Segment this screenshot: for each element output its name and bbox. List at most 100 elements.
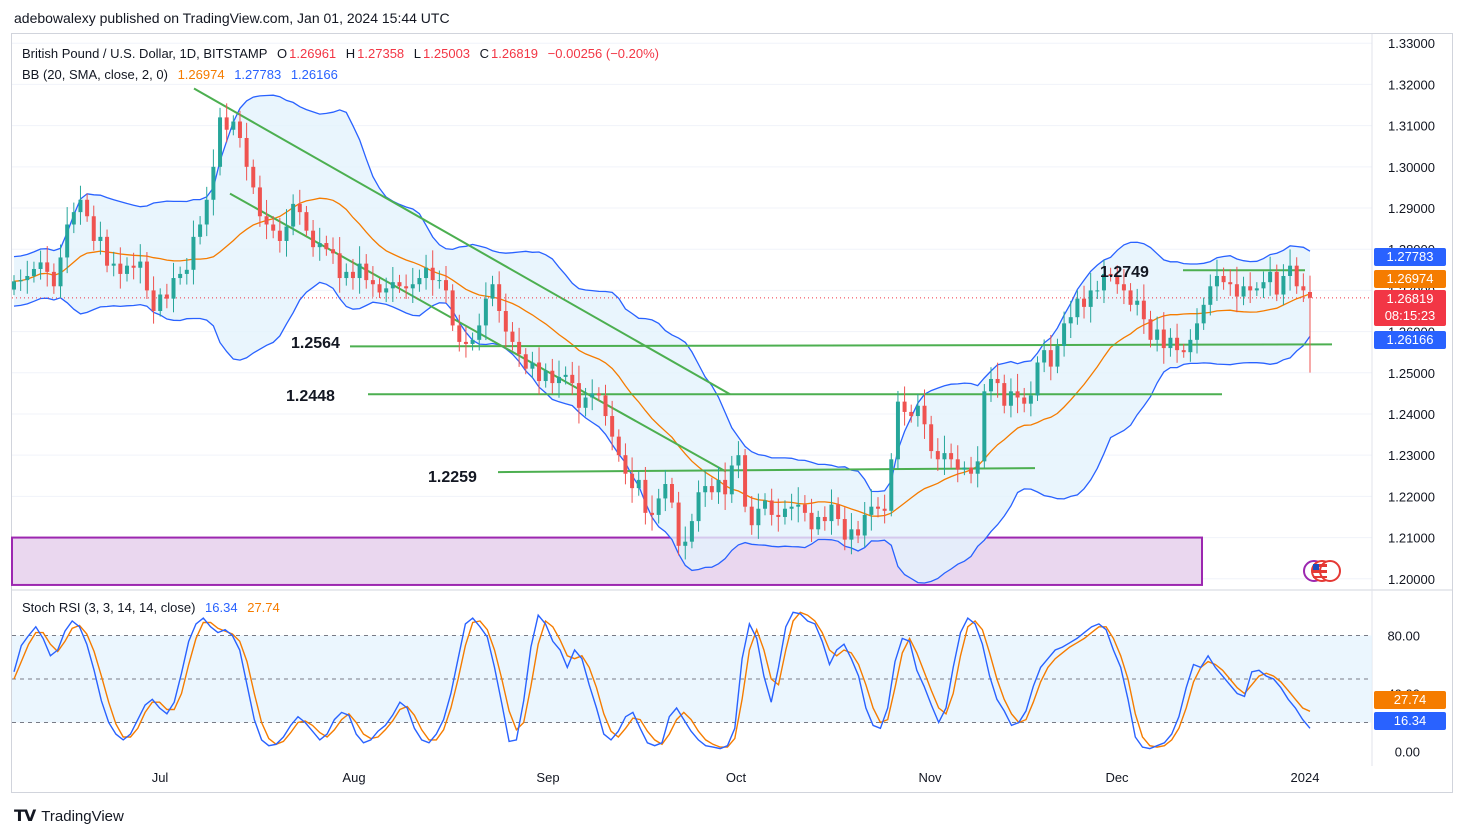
demand-zone: [11, 536, 1203, 586]
candle-body: [424, 267, 429, 279]
candle-body: [1115, 275, 1120, 285]
candle-body: [78, 199, 83, 213]
price-tick-label: 1.20000: [1388, 572, 1435, 587]
candle-body: [822, 516, 827, 522]
candle-body: [71, 212, 76, 225]
candle-body: [1201, 304, 1206, 324]
candle-body: [1308, 292, 1312, 298]
candle-body: [370, 280, 375, 285]
candle-body: [650, 512, 655, 515]
candle-body: [1175, 337, 1180, 351]
candle-body: [842, 519, 847, 540]
bb-upper-line: [13, 94, 1311, 493]
time-axis[interactable]: Jul Aug Sep Oct Nov Dec 2024: [152, 770, 1320, 785]
candle-body: [364, 263, 369, 281]
bb-legend[interactable]: BB (20, SMA, close, 2, 0) 1.26974 1.2778…: [22, 67, 344, 82]
candle-body: [1148, 319, 1153, 340]
time-tick-label: 2024: [1291, 770, 1320, 785]
bb-upper-value: 1.27783: [234, 67, 282, 82]
candle-body: [1188, 339, 1193, 353]
stoch-k-tag: 16.34: [1374, 712, 1446, 730]
candle-body: [1214, 275, 1219, 287]
candle-body: [304, 212, 309, 231]
candle-body: [969, 467, 974, 474]
candle-body: [164, 294, 169, 299]
candle-body: [450, 290, 455, 326]
bb-title: BB (20, SMA, close, 2, 0): [22, 67, 168, 82]
candle-body: [716, 479, 721, 493]
level-label-1.2564: 1.2564: [291, 335, 340, 352]
candle-body: [131, 265, 136, 268]
candle-body: [384, 288, 389, 293]
candle-body: [1161, 329, 1166, 349]
candle-body: [483, 298, 488, 326]
tradingview-footer[interactable]: 𝗧𝗩 TradingView: [14, 806, 124, 826]
candle-body: [902, 401, 907, 412]
candle-body: [178, 273, 183, 279]
candle-body: [324, 243, 329, 250]
candle-body: [244, 137, 249, 167]
candle-body: [1234, 284, 1239, 297]
candle-body: [45, 262, 50, 272]
candle-body: [915, 405, 920, 417]
candle-body: [503, 311, 508, 332]
candle-body: [317, 243, 322, 248]
candle-body: [91, 216, 96, 241]
price-tick-label: 1.24000: [1388, 407, 1435, 422]
candle-body: [949, 453, 954, 460]
symbol-legend[interactable]: British Pound / U.S. Dollar, 1D, BITSTAM…: [22, 46, 665, 61]
candle-body: [231, 121, 236, 130]
candle-body: [935, 451, 940, 460]
stoch-rsi-legend[interactable]: Stoch RSI (3, 3, 14, 14, close) 16.34 27…: [22, 600, 286, 615]
candle-body: [1268, 271, 1273, 283]
candle-body: [982, 391, 987, 462]
candle-body: [444, 280, 448, 291]
candle-body: [25, 275, 30, 281]
candle-body: [756, 508, 761, 526]
candle-body: [31, 268, 36, 276]
flag-icon: [1303, 560, 1341, 582]
candle-body: [849, 529, 854, 540]
candle-body: [882, 508, 887, 511]
candle-body: [497, 284, 502, 311]
candle-body: [1035, 362, 1040, 396]
candle-body: [616, 436, 621, 456]
candle-body: [1155, 329, 1160, 340]
candle-body: [809, 512, 814, 530]
time-tick-label: Nov: [918, 770, 942, 785]
candle-body: [457, 325, 462, 342]
candle-body: [530, 362, 535, 369]
publisher-header: adebowalexy published on TradingView.com…: [14, 10, 450, 26]
candle-body: [583, 397, 588, 408]
candle-body: [643, 479, 648, 513]
candle-body: [576, 383, 581, 408]
bb-lower-tag: 1.26166: [1374, 331, 1446, 349]
open-label: O: [277, 46, 288, 61]
candle-body: [782, 508, 787, 517]
close-label: C: [479, 46, 490, 61]
price-tick-label: 1.31000: [1388, 119, 1435, 134]
candle-body: [975, 461, 980, 474]
candle-body: [337, 253, 342, 279]
candle-body: [264, 216, 269, 225]
bollinger-bands: [13, 94, 1311, 584]
candle-body: [1248, 286, 1253, 291]
stoch-k-value: 16.34: [205, 600, 238, 615]
candle-body: [749, 506, 754, 526]
candle-body: [1274, 271, 1279, 295]
channel-upper-trendline: [193, 87, 731, 396]
candle-body: [1261, 282, 1266, 289]
candle-body: [1135, 300, 1140, 305]
candle-body: [1022, 397, 1027, 404]
candle-body: [1195, 323, 1200, 340]
candle-body: [51, 271, 56, 287]
candle-body: [816, 516, 821, 530]
level-line-1.2564: [349, 343, 1333, 348]
candle-body: [430, 267, 435, 281]
candle-body: [138, 261, 143, 268]
stoch-d-tag: 27.74: [1374, 691, 1446, 709]
stoch-rsi-pane: 80.0040.000.00: [12, 611, 1420, 760]
candle-body: [603, 395, 608, 417]
time-tick-label: Sep: [536, 770, 559, 785]
